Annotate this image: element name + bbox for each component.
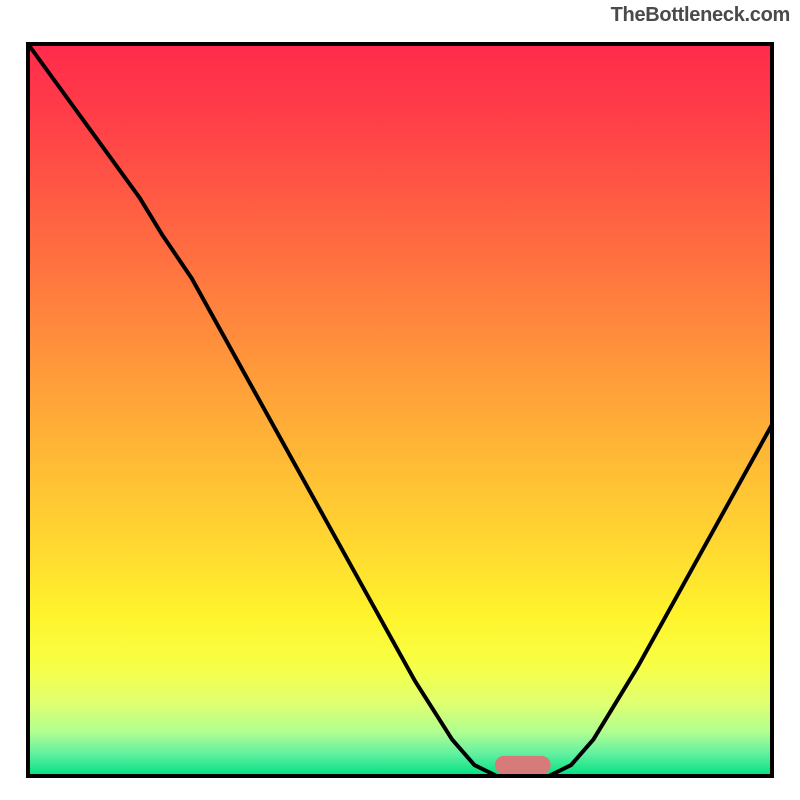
chart-background	[28, 44, 772, 776]
chart-svg	[10, 30, 790, 790]
optimal-point-marker	[495, 756, 551, 774]
bottleneck-chart	[10, 30, 790, 790]
watermark-text: TheBottleneck.com	[611, 4, 790, 27]
